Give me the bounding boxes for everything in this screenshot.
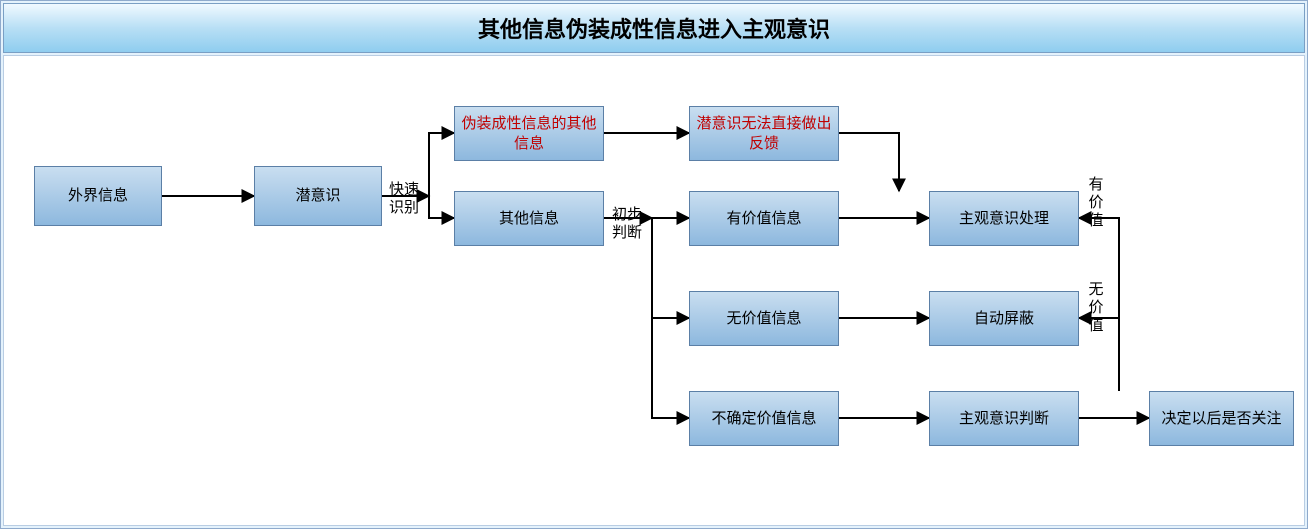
title-bar: 其他信息伪装成性信息进入主观意识 — [3, 3, 1305, 53]
flow-node-n12: 决定以后是否关注 — [1149, 391, 1294, 446]
edges-layer — [4, 56, 1306, 527]
flow-node-n10: 自动屏蔽 — [929, 291, 1079, 346]
flow-node-n11: 主观意识判断 — [929, 391, 1079, 446]
flow-node-n7: 无价值信息 — [689, 291, 839, 346]
edge-e4 — [429, 196, 454, 218]
edge-label-el3: 有价值 — [1087, 176, 1105, 230]
edge-e9 — [652, 218, 689, 418]
flow-node-n8: 不确定价值信息 — [689, 391, 839, 446]
flowchart-body: 外界信息 潜意识 伪装成性信息的其他信息其他信息 潜意识无法直接做出反馈有价值信息无价… — [3, 55, 1305, 526]
flow-node-n4: 其他信息 — [454, 191, 604, 246]
flow-node-n9: 主观意识处理 — [929, 191, 1079, 246]
edge-label-el1: 快速识别 — [384, 181, 424, 217]
flow-node-n3: 伪装成性信息的其他信息 — [454, 106, 604, 161]
edge-e13 — [839, 133, 899, 191]
flow-node-n6: 有价值信息 — [689, 191, 839, 246]
edge-label-el4: 无价值 — [1087, 281, 1105, 335]
flow-node-n5: 潜意识无法直接做出反馈 — [689, 106, 839, 161]
flow-node-n1: 外界信息 — [34, 166, 162, 226]
flowchart-canvas: 其他信息伪装成性信息进入主观意识 外界信息 潜意识 伪装成性信息的其他信息其他信息 潜… — [0, 0, 1308, 529]
edge-e3 — [429, 133, 454, 196]
flow-node-n2: 潜意识 — [254, 166, 382, 226]
edge-e8 — [652, 218, 689, 318]
edge-label-el2: 初步判断 — [607, 206, 647, 242]
page-title: 其他信息伪装成性信息进入主观意识 — [478, 12, 830, 44]
